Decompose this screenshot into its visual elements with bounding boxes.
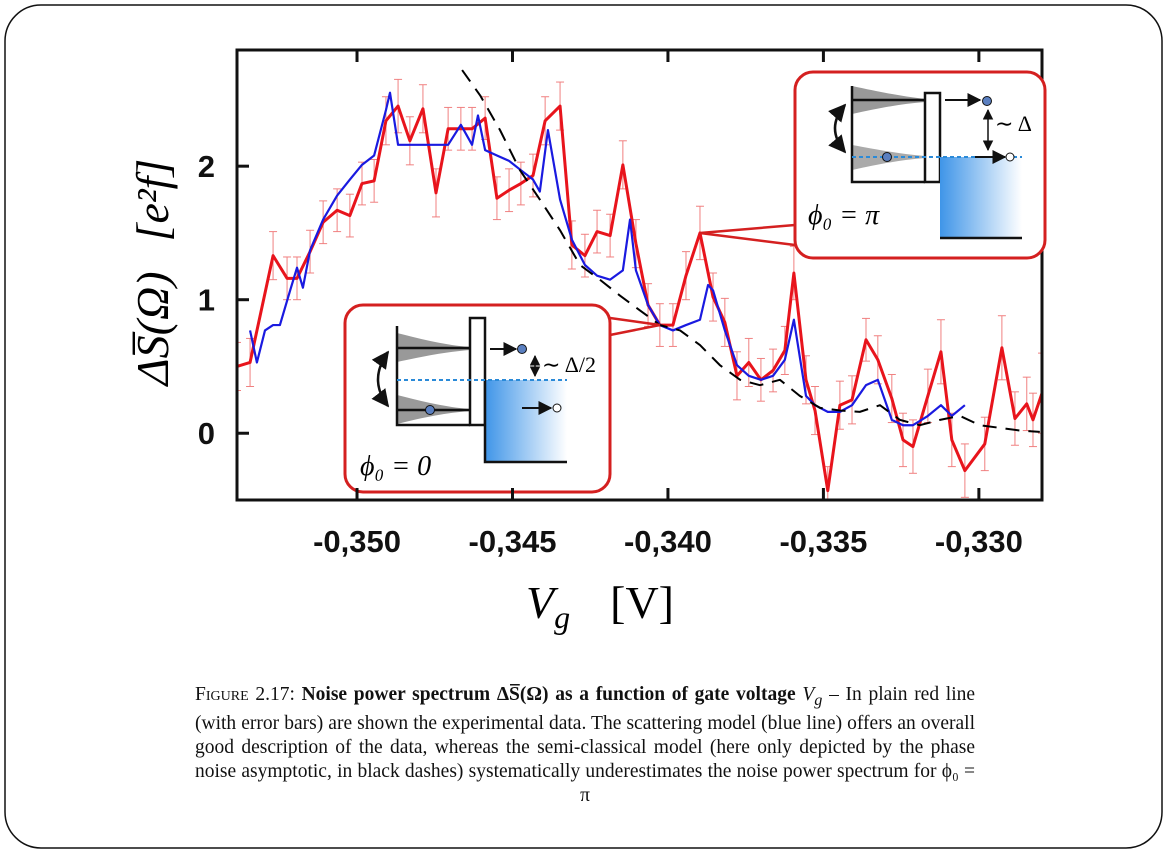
oscillation-arrow xyxy=(371,350,390,408)
dot-outline xyxy=(395,326,470,427)
inset-connectors xyxy=(609,223,796,337)
annotation: ∼ Δ xyxy=(995,111,1032,136)
connector-upper xyxy=(699,223,796,247)
caption-text: – In plain red line (with error bars) ar… xyxy=(195,684,976,806)
electron xyxy=(882,152,892,162)
y-tick-label: 0 xyxy=(198,416,215,451)
annotation: ϕ₀ = π xyxy=(808,200,880,231)
electron xyxy=(517,344,527,354)
series-line xyxy=(461,69,1040,433)
caption-title: Noise power spectrum ΔS̅(Ω) as a functio… xyxy=(301,684,796,705)
axes-frame xyxy=(235,48,1044,502)
plot-area xyxy=(237,69,1042,500)
inset-zero: ∼ Δ/2 ϕ₀ = 0 xyxy=(343,303,612,494)
lead-floor xyxy=(483,380,567,464)
annotation: ϕ₀ = 0 xyxy=(360,451,431,482)
oscillation-arrow xyxy=(828,103,847,154)
connector-lower xyxy=(609,316,661,337)
x-tick-label: -0,335 xyxy=(779,524,867,559)
y-tick-label: 1 xyxy=(198,283,215,318)
x-tick-label: -0,330 xyxy=(935,524,1023,559)
electron xyxy=(982,96,992,106)
x-tick-label: -0,345 xyxy=(469,524,557,559)
caption: Figure 2.17: Noise power spectrum ΔS̅(Ω)… xyxy=(195,683,975,808)
x-tick-label: -0,340 xyxy=(624,524,712,559)
barrier xyxy=(468,316,487,427)
series-line xyxy=(248,91,966,427)
y-label-unit: [e²f] xyxy=(127,159,178,242)
caption-subject-sub: g xyxy=(814,690,823,709)
x-label-subscript: g xyxy=(554,599,570,635)
electron xyxy=(425,405,435,415)
x-tick-label: -0,350 xyxy=(313,524,401,559)
caption-subject: V xyxy=(802,684,815,705)
caption-label: Figure 2.17: xyxy=(195,684,295,705)
dot-outline xyxy=(850,86,925,184)
x-axis-label: Vg [V] xyxy=(526,577,674,635)
x-label-unit: [V] xyxy=(610,577,674,628)
hole xyxy=(552,403,562,413)
y-axis-label: ΔS̅(Ω) [e²f] xyxy=(127,159,178,388)
inset-pi: ∼ Δ ϕ₀ = π xyxy=(793,70,1047,260)
frame xyxy=(4,4,1163,849)
lead xyxy=(940,157,1022,238)
barrier xyxy=(923,91,942,184)
y-label-quantity: ΔS̅(Ω) xyxy=(127,271,178,387)
lead xyxy=(485,380,567,462)
y-tick-label: 2 xyxy=(198,149,215,184)
hole xyxy=(1005,152,1015,162)
annotation: ∼ Δ/2 xyxy=(542,352,596,377)
x-label-symbol: V xyxy=(526,577,559,628)
